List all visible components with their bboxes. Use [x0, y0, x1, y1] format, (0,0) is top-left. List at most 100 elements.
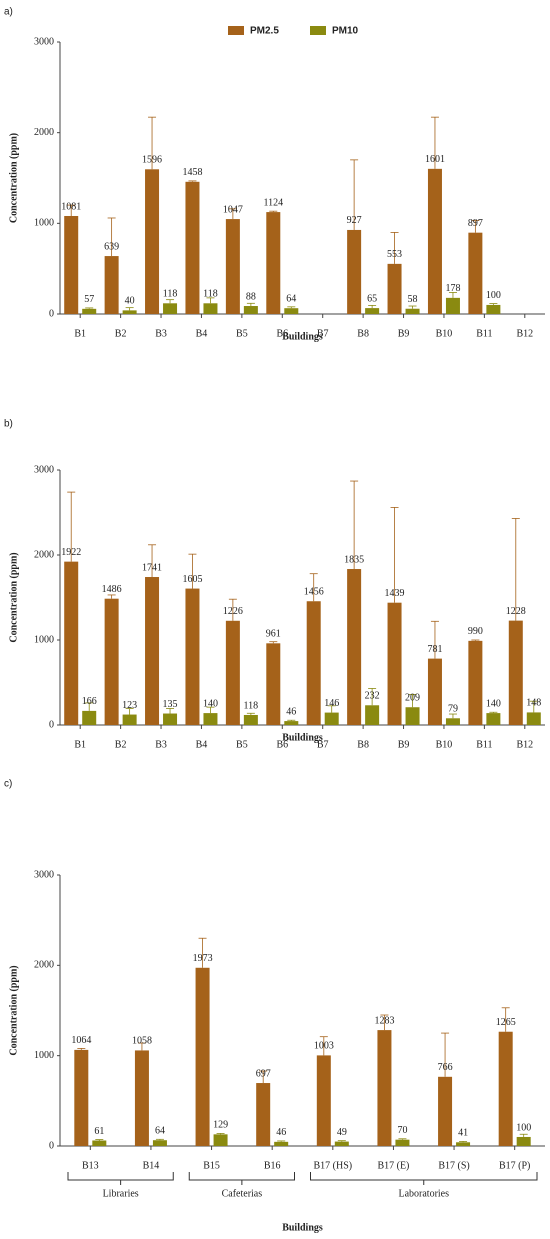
bar — [306, 601, 321, 725]
x-tick-label: B2 — [115, 739, 127, 750]
data-label: 209 — [405, 693, 420, 704]
bar — [145, 169, 160, 314]
data-label: 58 — [408, 294, 418, 305]
x-tick-label: B6 — [276, 739, 288, 750]
data-label: 118 — [203, 289, 218, 300]
data-label: 123 — [122, 700, 137, 711]
x-tick-label: B8 — [357, 739, 369, 750]
x-tick-label: B17 (S) — [438, 1160, 469, 1171]
y-axis-label: Concentration (ppm) — [8, 133, 19, 223]
bar — [163, 303, 178, 314]
bar — [152, 1140, 167, 1146]
legend-label: PM10 — [332, 26, 359, 37]
bar — [145, 577, 160, 725]
x-tick-label: B7 — [317, 739, 329, 750]
data-label: 118 — [163, 289, 178, 300]
x-tick-label: B7 — [317, 328, 329, 339]
data-label: 1124 — [263, 197, 283, 208]
data-label: 990 — [468, 626, 483, 637]
bar — [387, 602, 402, 725]
bar — [74, 1049, 89, 1146]
bar — [203, 713, 218, 725]
bar — [347, 229, 362, 314]
data-label: 1226 — [223, 606, 243, 617]
data-label: 61 — [94, 1126, 104, 1137]
bar — [486, 713, 501, 725]
x-tick-label: B2 — [115, 328, 127, 339]
x-tick-label: B14 — [143, 1160, 160, 1171]
bar — [243, 306, 258, 314]
data-label: 140 — [203, 698, 218, 709]
x-tick-label: B12 — [516, 739, 533, 750]
x-tick-label: B5 — [236, 328, 248, 339]
bar — [334, 1141, 349, 1146]
x-tick-label: B17 (E) — [377, 1160, 409, 1171]
group-label: Cafeterias — [222, 1188, 263, 1199]
bar — [64, 215, 79, 314]
data-label: 79 — [448, 704, 458, 715]
data-label: 118 — [244, 700, 259, 711]
bar — [104, 598, 119, 725]
x-tick-label: B15 — [203, 1160, 220, 1171]
bar — [445, 718, 460, 725]
x-tick-label: B4 — [196, 739, 208, 750]
y-tick-label: 1000 — [34, 1050, 54, 1061]
data-label: 897 — [468, 218, 483, 229]
data-label: 64 — [286, 293, 296, 304]
data-label: 639 — [104, 241, 119, 252]
data-label: 232 — [365, 691, 380, 702]
bar — [122, 714, 137, 725]
bar — [64, 561, 79, 725]
data-label: 927 — [347, 215, 362, 226]
data-label: 1458 — [182, 167, 202, 178]
bar — [365, 705, 380, 725]
x-tick-label: B9 — [398, 739, 410, 750]
data-label: 88 — [246, 291, 256, 302]
y-tick-label: 0 — [49, 1140, 54, 1151]
x-axis-label: Buildings — [282, 331, 323, 342]
x-tick-label: B12 — [516, 328, 533, 339]
x-tick-label: B1 — [74, 739, 86, 750]
bar — [134, 1050, 149, 1146]
bar — [395, 1139, 410, 1146]
bar — [377, 1030, 392, 1146]
bar — [185, 181, 200, 314]
y-axis-label: Concentration (ppm) — [8, 552, 19, 642]
bar — [213, 1134, 228, 1146]
y-tick-label: 3000 — [34, 869, 54, 880]
data-label: 1922 — [61, 547, 81, 558]
bar — [122, 310, 137, 314]
x-tick-label: B8 — [357, 328, 369, 339]
bar — [516, 1136, 531, 1146]
y-tick-label: 3000 — [34, 36, 54, 47]
panel-label: a) — [4, 7, 13, 18]
bar — [266, 212, 281, 314]
data-label: 46 — [276, 1127, 286, 1138]
panel-label: c) — [4, 779, 12, 790]
bar — [203, 303, 218, 314]
data-label: 1601 — [425, 154, 445, 165]
bar — [468, 640, 483, 725]
bar — [225, 620, 240, 725]
x-tick-label: B11 — [476, 739, 492, 750]
bar — [486, 304, 501, 314]
bar — [185, 588, 200, 725]
x-tick-label: B11 — [476, 328, 492, 339]
y-tick-label: 0 — [49, 719, 54, 730]
data-label: 1081 — [61, 201, 81, 212]
y-tick-label: 2000 — [34, 549, 54, 560]
bar — [163, 713, 178, 725]
bar — [456, 1142, 471, 1146]
bar — [405, 707, 420, 725]
data-label: 64 — [155, 1126, 165, 1137]
group-bracket — [67, 1172, 174, 1185]
data-label: 1596 — [142, 155, 162, 166]
data-label: 49 — [337, 1127, 347, 1138]
data-label: 46 — [286, 706, 296, 717]
data-label: 140 — [486, 698, 501, 709]
group-bracket — [310, 1172, 538, 1185]
bar — [427, 658, 442, 725]
x-axis-label: Buildings — [282, 732, 323, 743]
